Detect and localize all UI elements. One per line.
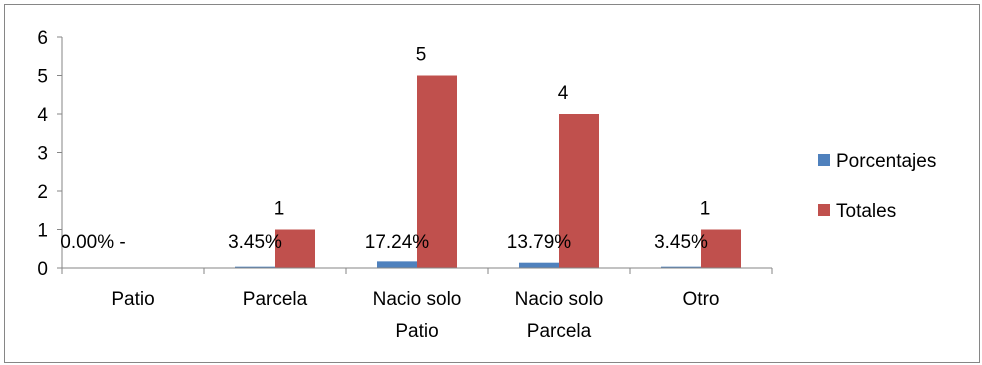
- data-label-totales: 1: [700, 199, 711, 220]
- axes-group: [57, 36, 773, 274]
- legend-label: Totales: [836, 201, 896, 222]
- x-category-label: Otro: [683, 289, 720, 310]
- bar-porcentajes: [661, 266, 701, 268]
- bar-porcentajes: [519, 262, 559, 268]
- data-label-porcentajes: 3.45%: [654, 232, 708, 253]
- x-category-label: Patio: [395, 321, 438, 342]
- legend-swatch: [818, 154, 830, 166]
- y-tick-label: 1: [37, 221, 48, 242]
- x-category-label: Nacio solo: [515, 289, 604, 310]
- labels-group: 0 1 2 3 4 5 6 0.00% - Patio 3.45% 1 Parcela 17.24% 5 N…: [37, 28, 719, 342]
- data-label-porcentajes: 3.45%: [228, 232, 282, 253]
- y-tick-label: 2: [37, 182, 48, 203]
- x-category-label: Nacio solo: [373, 289, 462, 310]
- bars-group: [235, 75, 741, 268]
- bar-porcentajes: [377, 261, 417, 268]
- bar-totales: [559, 114, 599, 268]
- x-category-label: Parcela: [527, 321, 592, 342]
- data-label-totales: 4: [558, 83, 569, 104]
- bar-porcentajes: [235, 266, 275, 268]
- bar-totales: [417, 75, 457, 268]
- y-tick-label: 6: [37, 28, 48, 49]
- bar-totales: [701, 229, 741, 268]
- legend: Porcentajes Totales: [818, 151, 936, 222]
- data-label-porcentajes: 17.24%: [365, 232, 430, 253]
- data-label-porcentajes: 13.79%: [507, 232, 572, 253]
- legend-label: Porcentajes: [836, 151, 936, 172]
- y-tick-label: 0: [37, 259, 48, 280]
- legend-swatch: [818, 204, 830, 216]
- bar-totales: [275, 229, 315, 268]
- y-tick-label: 4: [37, 105, 48, 126]
- data-label-totales: 5: [416, 45, 427, 66]
- chart-frame: [4, 4, 980, 363]
- y-tick-label: 5: [37, 67, 48, 88]
- x-category-label: Parcela: [243, 289, 308, 310]
- data-label-porcentajes: 0.00% -: [60, 232, 125, 253]
- data-label-totales: 1: [274, 199, 285, 220]
- x-category-label: Patio: [111, 289, 154, 310]
- y-tick-label: 3: [37, 144, 48, 165]
